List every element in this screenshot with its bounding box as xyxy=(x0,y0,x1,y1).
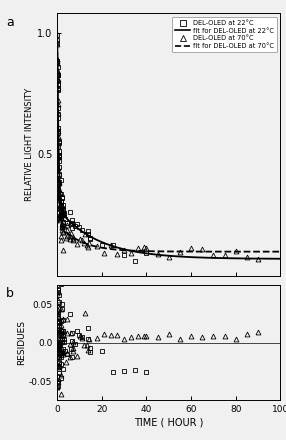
Text: b: b xyxy=(6,286,14,300)
Text: a: a xyxy=(6,16,14,29)
X-axis label: TIME ( HOUR ): TIME ( HOUR ) xyxy=(134,417,203,427)
Legend: DEL-OLED at 22°C, fit for DEL-OLED at 22°C, DEL-OLED at 70°C, fit for DEL-OLED a: DEL-OLED at 22°C, fit for DEL-OLED at 22… xyxy=(172,17,277,52)
Y-axis label: RESIDUES: RESIDUES xyxy=(17,320,26,365)
Y-axis label: RELATIVE LIGHT INTENSITY: RELATIVE LIGHT INTENSITY xyxy=(25,88,34,201)
